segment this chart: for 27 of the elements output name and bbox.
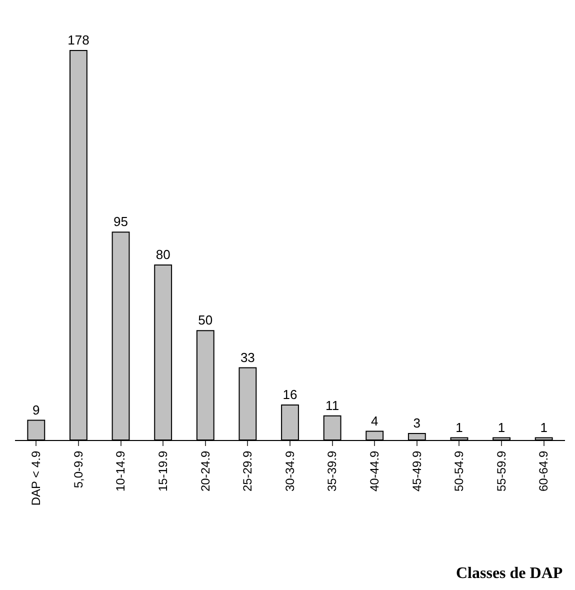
x-tick-label: 60-64.9 <box>536 450 551 492</box>
data-label: 1 <box>456 420 463 435</box>
x-tick-label: 45-49.9 <box>410 450 424 492</box>
data-label: 3 <box>413 415 421 430</box>
x-tick-label: 25-29.9 <box>240 450 255 492</box>
data-label: 11 <box>326 398 340 413</box>
data-label: 1 <box>498 420 506 435</box>
data-label: 33 <box>240 350 255 365</box>
x-axis-title: Classes de DAP <box>456 565 563 582</box>
data-label: 95 <box>114 214 128 230</box>
data-label: 178 <box>68 32 90 48</box>
data-label: 9 <box>32 402 40 418</box>
data-label: 16 <box>282 386 298 402</box>
x-tick-label: 10-14.9 <box>114 450 128 492</box>
x-tick-label: 20-24.9 <box>198 450 212 492</box>
data-label: 50 <box>198 312 213 328</box>
data-label: 4 <box>371 413 378 428</box>
x-tick-label: DAP < 4.9 <box>29 450 44 506</box>
x-tick-label: 55-59.9 <box>494 450 508 492</box>
x-tick-label: 35-39.9 <box>325 450 340 492</box>
data-label: 1 <box>540 420 548 435</box>
x-tick-label: 50-54.9 <box>452 450 466 492</box>
x-tick-label: 15-19.9 <box>156 450 170 492</box>
x-tick-label: 30-34.9 <box>282 450 297 492</box>
data-label: 80 <box>156 246 170 262</box>
x-tick-label: 5,0-9.9 <box>71 450 86 488</box>
x-tick-label: 40-44.9 <box>368 450 382 492</box>
